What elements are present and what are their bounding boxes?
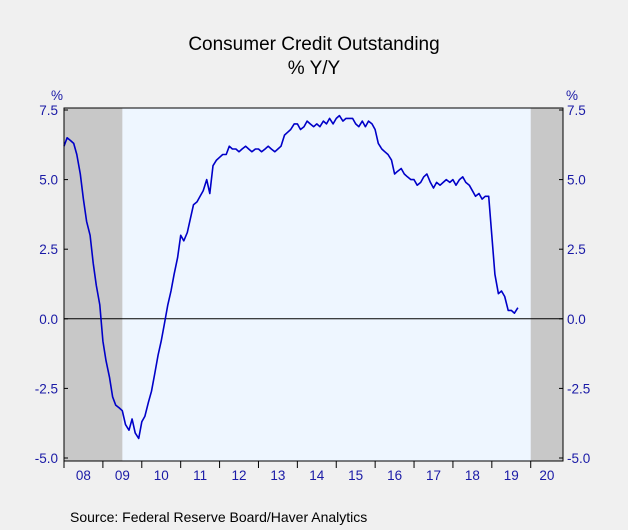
x-tick-label: 15 bbox=[348, 468, 363, 483]
x-tick-label: 09 bbox=[115, 468, 130, 483]
y-tick-label-right: -2.5 bbox=[567, 381, 590, 396]
y-tick-label-right: -5.0 bbox=[567, 451, 590, 466]
y-axis-unit-right: % bbox=[566, 88, 578, 103]
recession-band-0 bbox=[64, 108, 123, 461]
x-tick-label: 11 bbox=[193, 468, 207, 483]
x-tick-label: 13 bbox=[270, 468, 285, 483]
x-tick-label: 16 bbox=[387, 468, 402, 483]
x-tick-label: 12 bbox=[232, 468, 247, 483]
source-note: Source: Federal Reserve Board/Haver Anal… bbox=[70, 509, 367, 525]
y-tick-label-right: 5.0 bbox=[567, 173, 586, 188]
x-tick-label: 10 bbox=[154, 468, 169, 483]
y-tick-label-left: -2.5 bbox=[35, 381, 58, 396]
recession-band-1 bbox=[530, 108, 563, 461]
chart-title: Consumer Credit Outstanding bbox=[188, 34, 439, 55]
y-tick-label-right: 7.5 bbox=[567, 103, 586, 118]
y-tick-label-left: 2.5 bbox=[39, 242, 58, 257]
x-tick-label: 14 bbox=[309, 468, 325, 483]
y-axis-unit-left: % bbox=[51, 88, 63, 103]
recession-shading bbox=[64, 108, 563, 461]
x-tick-label: 19 bbox=[504, 468, 519, 483]
y-tick-label-right: 2.5 bbox=[567, 242, 586, 257]
plot-background bbox=[64, 108, 563, 461]
x-tick-label: 20 bbox=[539, 468, 554, 483]
y-tick-label-right: 0.0 bbox=[567, 312, 586, 327]
x-tick-label: 17 bbox=[426, 468, 441, 483]
y-tick-label-left: 7.5 bbox=[39, 103, 58, 118]
plot-frame bbox=[63, 107, 564, 462]
x-axis: 08 09 10 11 12 13 14 15 16 17 18 19 20 bbox=[63, 461, 554, 483]
y-axis-left: -5.0 -2.5 0.0 2.5 5.0 7.5 bbox=[35, 103, 68, 466]
chart-subtitle: % Y/Y bbox=[288, 58, 341, 79]
y-tick-label-left: 0.0 bbox=[39, 312, 58, 327]
y-tick-label-left: -5.0 bbox=[35, 451, 58, 466]
plot-area bbox=[63, 107, 564, 462]
x-tick-label: 18 bbox=[465, 468, 480, 483]
y-tick-label-left: 5.0 bbox=[39, 173, 58, 188]
y-axis-right: -5.0 -2.5 0.0 2.5 5.0 7.5 bbox=[559, 103, 590, 466]
x-tick-label: 08 bbox=[76, 468, 91, 483]
series-line bbox=[63, 114, 519, 440]
